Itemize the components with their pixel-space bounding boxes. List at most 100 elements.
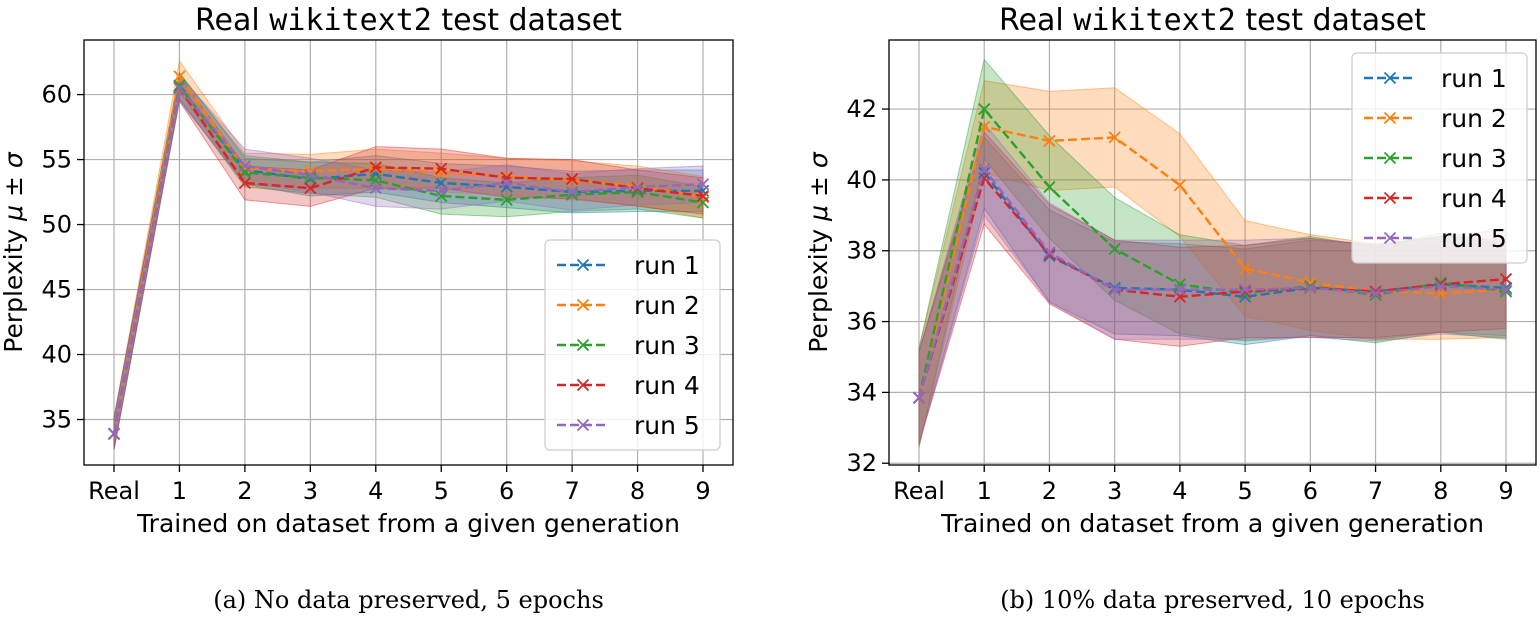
data-point-marker [1499,283,1513,296]
data-point-marker [565,174,579,187]
data-point-marker [696,191,710,204]
title-prefix: Real [999,3,1073,38]
data-point-marker [238,176,252,190]
std-band-run-5 [918,122,1507,444]
chart-title: Real wikitext2 test dataset [195,3,622,38]
data-point-marker [631,182,644,195]
data-point-marker [435,184,448,197]
x-tick-label: 3 [303,477,318,505]
data-point-marker [500,193,513,206]
series-line-run-2 [112,73,704,435]
data-point-marker [435,162,448,175]
x-tick-label: 9 [1498,477,1513,505]
data-point-marker [1043,246,1056,259]
legend-marker [576,418,590,432]
axes-frame [83,39,734,466]
y-axis-label: Perplexity μ ± σ [804,151,833,353]
data-point-marker [304,182,317,195]
x-tick-label: 7 [564,477,579,505]
y-label-math: μ ± σ [0,151,28,222]
x-tick-label: 1 [172,477,187,505]
data-point-marker [1434,278,1447,291]
data-point-marker [1043,248,1056,261]
data-point-marker [1304,281,1317,295]
legend-box [1351,52,1528,264]
x-tick-label: Real [88,477,140,505]
y-tick-label: 45 [41,276,72,304]
data-point-marker [1369,285,1382,298]
title-dataset-name: wikitext2 [1073,3,1236,38]
legend: run 1 run 2 run 3 run 4 run 5 [544,239,721,451]
series-line-run-4 [112,85,704,435]
data-point-marker [173,70,186,83]
legend: run 1 run 2 run 3 run 4 run 5 [1351,52,1528,264]
y-axis-label: Perplexity μ ± σ [0,151,28,353]
data-point-marker [107,427,121,440]
figure-caption: (b) 10% data preserved, 10 epochs [1000,586,1425,614]
series-line-run-4 [917,175,1507,399]
x-tick-label: Real [893,477,945,505]
data-point-marker [565,185,579,199]
data-point-marker [912,391,926,404]
legend-label: run 5 [1441,224,1507,253]
data-point-marker [173,79,186,92]
std-band-run-3 [918,58,1507,448]
x-tick-label: 2 [1042,477,1057,505]
y-tick-label: 55 [41,146,72,174]
y-tick-label: 40 [846,166,877,194]
data-point-marker [369,182,382,195]
x-tick-label: 1 [977,477,992,505]
legend-label: run 3 [1441,144,1507,173]
x-tick-label: 9 [695,477,710,505]
legend-marker [1383,151,1397,165]
chart-title: Real wikitext2 test dataset [999,3,1426,38]
data-point-marker [1043,180,1056,194]
data-point-marker [1043,249,1056,263]
data-point-marker [1173,179,1187,192]
x-tick-label: 4 [1172,477,1187,505]
data-point-marker [978,163,991,176]
y-tick-label: 40 [41,341,72,369]
y-tick-label: 60 [41,81,72,109]
legend-marker [576,298,590,312]
y-tick-label: 34 [846,378,877,406]
data-point-marker [238,159,252,173]
y-tick-label: 42 [846,95,877,123]
y-label-text: Perplexity [804,221,833,353]
legend-marker [1383,231,1397,245]
y-tick-label: 50 [41,211,72,239]
data-point-marker [1499,272,1513,286]
data-point-marker [978,102,991,116]
std-band-run-3 [113,71,704,450]
legend-label: run 4 [1441,184,1507,213]
data-point-marker [500,176,513,190]
data-point-marker [696,178,710,191]
data-point-marker [1499,285,1513,298]
legend-label: run 2 [634,291,700,320]
data-point-marker [1304,280,1317,293]
data-point-marker [435,189,448,203]
x-tick-label: 8 [630,477,645,505]
legend-marker [576,378,590,392]
data-point-marker [1173,283,1187,296]
series-line-run-5 [112,85,704,435]
legend-marker [576,338,590,352]
data-point-marker [1043,134,1056,148]
data-point-marker [369,161,382,174]
data-point-marker [1369,287,1382,300]
figure-caption: (a) No data preserved, 5 epochs [213,586,604,614]
data-point-marker [369,162,382,175]
series-line-run-5 [917,166,1507,399]
legend-label: run 5 [634,411,700,440]
x-tick-label: 2 [237,477,252,505]
data-point-marker [304,169,317,182]
data-point-marker [1108,131,1121,144]
x-tick-label: 5 [434,477,449,505]
series-line-run-3 [112,82,704,435]
data-point-marker [631,180,644,194]
legend-marker [1383,71,1397,85]
x-tick-label: 3 [1107,477,1122,505]
legend-marker [1383,111,1397,125]
